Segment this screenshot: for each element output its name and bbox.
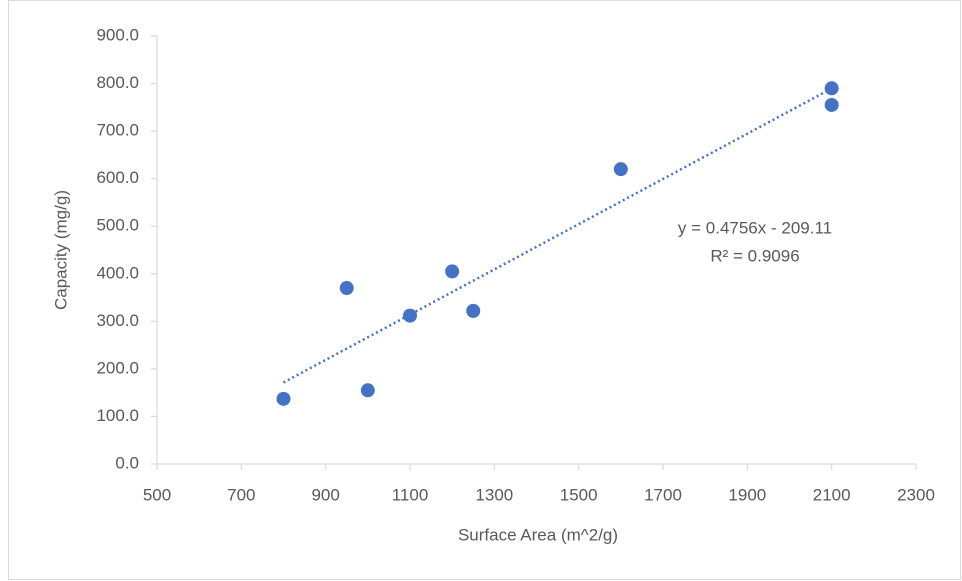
y-tick-label: 100.0	[96, 406, 139, 425]
data-point	[466, 303, 481, 318]
y-tick-label: 0.0	[115, 453, 139, 472]
x-tick-label: 500	[143, 485, 171, 504]
data-point	[403, 308, 417, 323]
y-tick-label: 300.0	[96, 311, 139, 330]
x-axis-title: Surface Area (m^2/g)	[458, 525, 618, 544]
y-tick-label: 200.0	[96, 358, 139, 377]
data-point	[613, 162, 628, 177]
y-tick-label: 800.0	[96, 73, 139, 92]
x-tick-label: 2100	[813, 485, 851, 504]
y-tick-label: 400.0	[96, 263, 139, 282]
chart-border	[8, 0, 961, 580]
y-tick-label: 900.0	[96, 25, 139, 44]
y-tick-label: 500.0	[96, 216, 139, 235]
data-point	[276, 391, 291, 406]
x-tick-label: 700	[227, 485, 255, 504]
y-axis-title: Capacity (mg/g)	[51, 190, 70, 310]
x-tick-label: 1100	[392, 485, 429, 504]
x-tick-label: 1700	[644, 485, 682, 504]
x-tick-label: 1500	[560, 485, 598, 504]
trendline-equation: y = 0.4756x - 209.11	[678, 218, 832, 237]
trendline	[282, 87, 833, 384]
data-point	[445, 264, 460, 279]
x-tick-label: 2300	[897, 485, 935, 504]
trendline-r-squared: R² = 0.9096	[710, 246, 799, 265]
data-point	[824, 97, 839, 112]
data-point	[360, 383, 375, 398]
x-tick-label: 1900	[728, 485, 766, 504]
data-point	[824, 81, 839, 96]
y-tick-label: 700.0	[96, 121, 139, 140]
x-tick-label: 1300	[475, 485, 513, 504]
y-tick-label: 600.0	[96, 168, 139, 187]
data-point	[339, 281, 354, 296]
x-tick-label: 900	[311, 485, 339, 504]
